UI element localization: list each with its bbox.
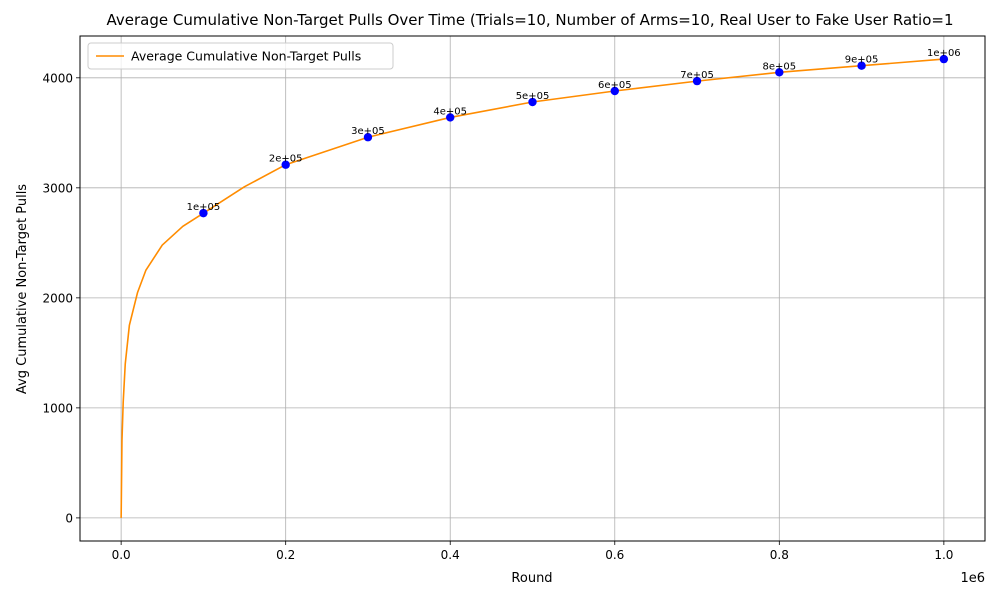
x-tick-label: 0.6	[605, 548, 624, 562]
data-label: 8e+05	[763, 61, 797, 72]
data-label: 1e+06	[927, 48, 961, 59]
data-label: 3e+05	[351, 126, 385, 137]
series-line	[120, 58, 944, 518]
x-tick-label: 0.2	[276, 548, 295, 562]
data-label: 7e+05	[680, 70, 714, 81]
data-label: 2e+05	[269, 154, 303, 165]
data-point	[939, 54, 949, 64]
y-tick-label: 2000	[42, 291, 73, 305]
data-label: 5e+05	[516, 91, 550, 102]
legend: Average Cumulative Non-Target Pulls	[87, 42, 394, 70]
legend-label: Average Cumulative Non-Target Pulls	[131, 49, 361, 64]
y-tick-label: 0	[65, 511, 73, 525]
y-axis-label: Avg Cumulative Non-Target Pulls	[15, 184, 30, 394]
data-label: 4e+05	[433, 106, 467, 117]
x-tick-label: 0.4	[441, 548, 460, 562]
data-point	[775, 68, 784, 77]
x-axis-label: Round	[511, 571, 552, 586]
legend-box	[87, 42, 394, 70]
data-label: 6e+05	[598, 80, 632, 91]
data-point	[446, 113, 455, 122]
data-point	[528, 97, 537, 107]
chart-title: Average Cumulative Non-Target Pulls Over…	[107, 11, 954, 29]
y-tick-label: 3000	[42, 181, 73, 195]
plot-frame	[79, 35, 986, 542]
y-tick-label: 1000	[42, 401, 73, 415]
marker-layer: 1e+05 2e+05 3e+05 4e+05 5e+05 6e+05 7e+05 8e+05…	[187, 48, 961, 218]
data-point	[281, 160, 290, 169]
y-tick-label: 4000	[42, 71, 73, 85]
x-axis-offset-label: 1e6	[960, 571, 985, 586]
line-layer	[120, 58, 944, 518]
x-tick-label: 0.8	[770, 548, 789, 562]
data-label: 9e+05	[845, 55, 879, 66]
x-tick-label: 1.0	[934, 548, 953, 562]
data-point	[857, 61, 866, 70]
data-point	[199, 208, 208, 218]
data-label: 1e+05	[187, 202, 221, 213]
x-tick-label: 0.0	[112, 548, 131, 562]
data-point	[363, 133, 373, 142]
data-point	[610, 86, 619, 96]
data-point	[692, 76, 702, 86]
axes: 0.0 0.2 0.4 0.6 0.8 1.0 0 1000 2000 3000 4000	[42, 71, 953, 562]
